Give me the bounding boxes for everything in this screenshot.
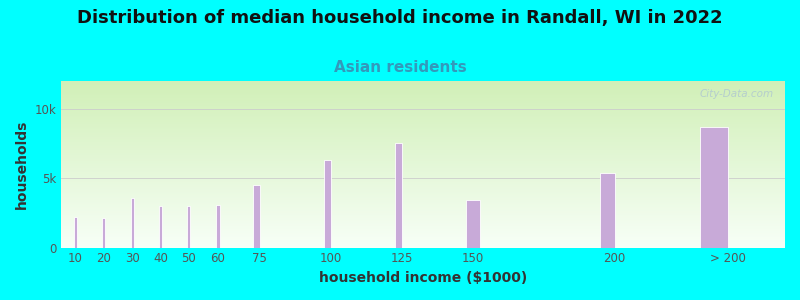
Bar	[253, 185, 260, 248]
Bar	[159, 206, 162, 247]
Bar	[216, 205, 220, 248]
Y-axis label: households: households	[15, 120, 29, 209]
Text: City-Data.com: City-Data.com	[700, 89, 774, 99]
Bar	[466, 200, 480, 247]
Bar	[324, 160, 331, 248]
Bar	[601, 172, 614, 248]
Bar	[102, 218, 105, 248]
Bar	[74, 217, 77, 248]
X-axis label: household income ($1000): household income ($1000)	[319, 271, 527, 285]
Bar	[394, 143, 402, 248]
Text: Asian residents: Asian residents	[334, 60, 466, 75]
Bar	[700, 127, 728, 248]
Text: Distribution of median household income in Randall, WI in 2022: Distribution of median household income …	[77, 9, 723, 27]
Bar	[187, 206, 190, 247]
Bar	[130, 198, 134, 248]
